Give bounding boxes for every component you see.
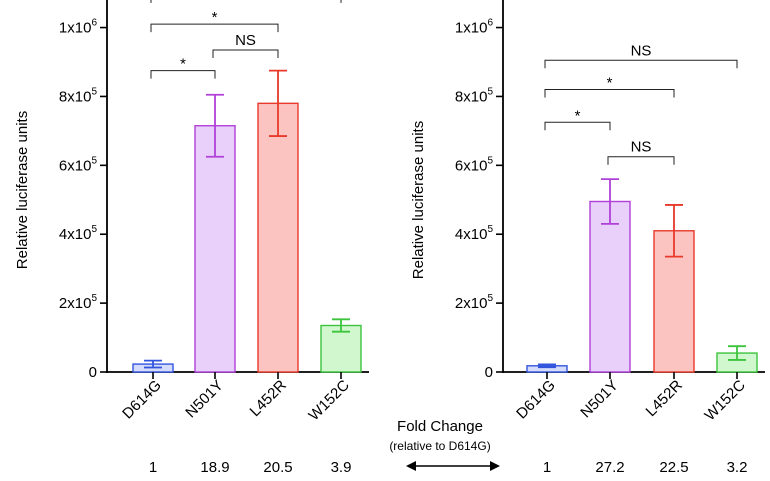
fold-change-value: 3.9 bbox=[331, 459, 352, 476]
significance-label: * bbox=[180, 56, 186, 73]
fold-change-value: 22.5 bbox=[659, 459, 688, 476]
category-label: L452R bbox=[643, 377, 686, 420]
significance-bracket bbox=[150, 0, 342, 3]
significance-label: * bbox=[607, 75, 613, 92]
significance-bracket bbox=[212, 49, 279, 58]
significance-label: NS bbox=[235, 32, 256, 49]
y-tick-label: 0 bbox=[485, 364, 493, 381]
bar-w152c bbox=[320, 324, 362, 373]
y-tick-label: 2x105 bbox=[59, 293, 98, 312]
y-tick-label: 1x106 bbox=[455, 18, 494, 37]
fold-change-value: 1 bbox=[543, 459, 551, 476]
bar-n501y bbox=[194, 125, 236, 373]
y-tick-label: 2x105 bbox=[455, 293, 494, 312]
significance-bracket bbox=[150, 70, 216, 79]
fold-change-value: 18.9 bbox=[200, 459, 229, 476]
category-label: N501Y bbox=[182, 377, 226, 421]
fold-change-value: 3.2 bbox=[727, 459, 748, 476]
significance-bracket bbox=[544, 59, 738, 69]
y-tick-label: 0 bbox=[89, 364, 97, 381]
y-tick-label: 8x105 bbox=[59, 86, 98, 105]
y-axis-label: Relative luciferase units bbox=[410, 121, 427, 279]
left-bar-chart: Relative luciferase units 0 2x105 4x105 6x10… bbox=[14, 0, 369, 476]
y-tick-label: 6x105 bbox=[455, 155, 494, 174]
category-label: D614G bbox=[513, 377, 559, 423]
category-label: W152C bbox=[305, 377, 353, 425]
category-label: L452R bbox=[247, 377, 290, 420]
fold-change-value: 20.5 bbox=[263, 459, 292, 476]
fold-change-value: 27.2 bbox=[595, 459, 624, 476]
category-label: W152C bbox=[701, 377, 749, 425]
y-tick-label: 4x105 bbox=[455, 224, 494, 243]
fold-change-subtitle: (relative to D614G) bbox=[389, 439, 490, 453]
category-label: D614G bbox=[119, 377, 165, 423]
y-axis-label: Relative luciferase units bbox=[14, 111, 31, 269]
right-bar-chart: Relative luciferase units 0 2x105 4x105 6x10… bbox=[410, 0, 765, 476]
significance-bracket bbox=[150, 23, 279, 33]
bar-l452r bbox=[257, 102, 299, 373]
significance-bracket bbox=[544, 121, 611, 131]
bar-n501y bbox=[589, 200, 631, 373]
significance-label: NS bbox=[631, 139, 652, 156]
y-tick-label: 6x105 bbox=[59, 155, 98, 174]
category-label: N501Y bbox=[577, 377, 621, 421]
significance-label: * bbox=[575, 107, 581, 124]
fold-change-legend: Fold Change (relative to D614G) bbox=[389, 418, 500, 471]
significance-label: NS bbox=[631, 42, 652, 59]
y-tick-label: 1x106 bbox=[59, 18, 98, 37]
significance-bracket bbox=[607, 156, 675, 165]
fold-change-title: Fold Change bbox=[397, 418, 483, 435]
fold-change-value: 1 bbox=[149, 459, 157, 476]
y-tick-label: 8x105 bbox=[455, 86, 494, 105]
significance-label: * bbox=[212, 9, 218, 26]
y-tick-label: 4x105 bbox=[59, 224, 98, 243]
double-arrow-icon bbox=[406, 461, 500, 471]
significance-bracket bbox=[544, 89, 675, 98]
